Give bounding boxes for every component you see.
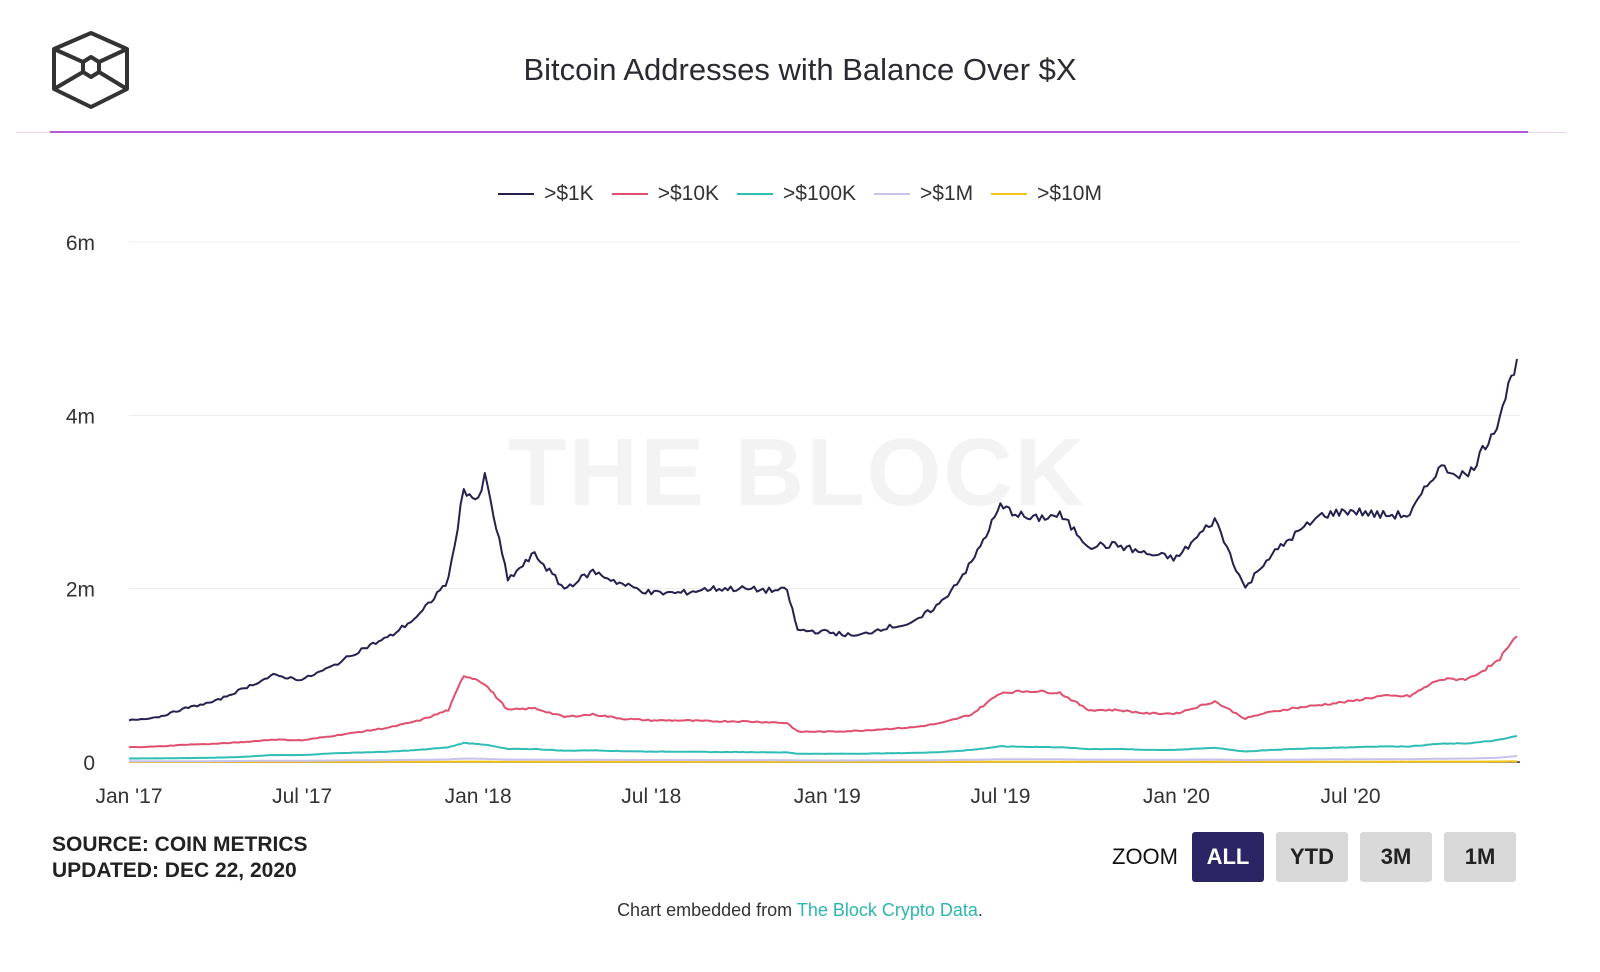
zoom-1m-button[interactable]: 1M <box>1444 832 1516 882</box>
legend-item[interactable]: >$10K <box>611 182 720 206</box>
zoom-label: ZOOM <box>1112 844 1178 869</box>
embed-credit-prefix: Chart embedded from <box>617 900 797 920</box>
legend-label: >$1K <box>544 182 594 205</box>
legend: >$1K >$10K >$100K >$1M >$10M <box>0 182 1600 206</box>
y-tick-label: 2m <box>66 579 95 602</box>
x-tick-label: Jan '20 <box>1143 785 1210 808</box>
legend-label: >$100K <box>783 182 857 205</box>
x-tick-label: Jan '17 <box>95 785 162 808</box>
series-line-100k <box>129 735 1518 760</box>
zoom-3m-button[interactable]: 3M <box>1360 832 1432 882</box>
legend-item[interactable]: >$1M <box>874 182 973 206</box>
legend-swatch <box>737 193 774 195</box>
chart-title: Bitcoin Addresses with Balance Over $X <box>523 52 1077 87</box>
legend-label: >$1M <box>920 182 974 205</box>
legend-label: >$10K <box>657 182 720 205</box>
legend-swatch <box>498 193 535 195</box>
header-divider <box>50 131 1528 133</box>
x-tick-label: Jan '18 <box>445 785 512 808</box>
the-block-logo <box>50 30 130 115</box>
legend-swatch <box>991 193 1028 195</box>
source-line: SOURCE: COIN METRICS <box>52 833 308 856</box>
x-tick-label: Jul '19 <box>970 785 1030 808</box>
y-tick-label: 6m <box>66 232 95 255</box>
x-tick-label: Jul '17 <box>272 785 332 808</box>
legend-swatch <box>611 193 648 195</box>
y-tick-label: 4m <box>66 405 95 428</box>
legend-label: >$10M <box>1037 182 1102 205</box>
zoom-controls: ZOOM ALL YTD 3M 1M <box>1112 832 1516 882</box>
watermark: THE BLOCK <box>508 419 1086 526</box>
zoom-all-button[interactable]: ALL <box>1192 832 1264 882</box>
source-note: SOURCE: COIN METRICS UPDATED: DEC 22, 20… <box>52 832 308 884</box>
series-line-1k <box>128 358 1518 722</box>
series-line-1m <box>129 754 1518 763</box>
cube-logo-icon <box>52 31 129 109</box>
zoom-ytd-button[interactable]: YTD <box>1276 832 1348 882</box>
legend-swatch <box>874 193 911 195</box>
legend-item[interactable]: >$1K <box>498 182 594 206</box>
updated-line: UPDATED: DEC 22, 2020 <box>52 859 297 882</box>
embed-credit: Chart embedded from The Block Crypto Dat… <box>0 900 1600 921</box>
x-tick-label: Jul '18 <box>621 785 681 808</box>
legend-item[interactable]: >$10M <box>991 182 1102 206</box>
embed-credit-suffix: . <box>977 900 983 920</box>
series-line-10k <box>128 635 1518 749</box>
legend-item[interactable]: >$100K <box>737 182 856 206</box>
y-tick-label: 0 <box>83 752 95 775</box>
the-block-data-link[interactable]: The Block Crypto Data <box>796 900 978 920</box>
x-tick-label: Jul '20 <box>1321 785 1381 808</box>
series-line-10m <box>129 760 1517 763</box>
x-tick-label: Jan '19 <box>794 785 861 808</box>
